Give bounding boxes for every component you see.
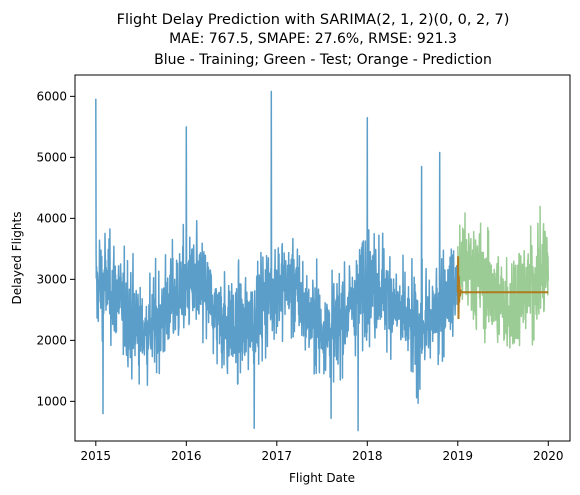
plot-area: 2015 2016 2017 2018 2019 2020 1000 2000 3000 4000… [36, 74, 571, 463]
test-series-line [457, 205, 550, 349]
y-axis-label: Delayed Flights [10, 212, 24, 305]
x-tick-label: 2017 [262, 449, 293, 463]
y-tick-label: 1000 [36, 394, 67, 408]
y-tick-label: 2000 [36, 333, 67, 347]
x-tick-label: 2015 [81, 449, 112, 463]
y-tick-label: 6000 [36, 89, 67, 103]
y-tick-label: 4000 [36, 211, 67, 225]
x-tick-label: 2019 [443, 449, 474, 463]
chart-title: Flight Delay Prediction with SARIMA(2, 1… [117, 12, 510, 28]
chart-metrics: MAE: 767.5, SMAPE: 27.6%, RMSE: 921.3 [169, 31, 457, 47]
plot-title: Blue - Training; Green - Test; Orange - … [154, 52, 492, 68]
y-tick-label: 5000 [36, 150, 67, 164]
prediction-series-line [456, 256, 549, 320]
x-tick-label: 2018 [352, 449, 383, 463]
y-tick-label: 3000 [36, 272, 67, 286]
training-series-line [95, 90, 459, 432]
x-tick-label: 2020 [533, 449, 564, 463]
plot-frame [74, 74, 571, 442]
x-tick-label: 2016 [171, 449, 202, 463]
x-axis-label: Flight Date [289, 471, 355, 485]
